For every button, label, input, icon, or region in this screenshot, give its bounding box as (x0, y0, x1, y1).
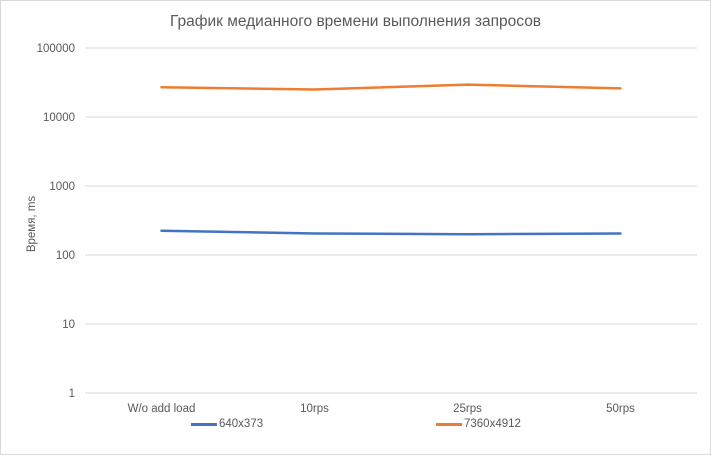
y-tick-label: 10 (62, 319, 75, 331)
legend-item: 640x373 (191, 417, 263, 431)
x-tick-label: W/o add load (128, 403, 196, 415)
legend-item: 7360x4912 (436, 417, 521, 431)
x-tick-label: 50rps (606, 403, 635, 415)
y-tick-label: 1000 (49, 181, 75, 193)
legend-label: 7360x4912 (464, 418, 521, 430)
chart-title: График медианного времени выполнения зап… (169, 13, 542, 30)
x-tick-label: 25rps (453, 403, 482, 415)
y-tick-label: 10000 (43, 112, 75, 124)
y-tick-label: 100 (56, 250, 75, 262)
legend-label: 640x373 (219, 418, 264, 430)
legend-swatch (436, 422, 462, 426)
y-tick-label: 1 (69, 388, 75, 400)
series-line-0 (160, 229, 622, 236)
legend-swatch (191, 422, 217, 426)
x-tick-label: 10rps (300, 403, 329, 415)
series-line-1 (160, 83, 622, 91)
y-tick-label: 100000 (37, 43, 75, 55)
